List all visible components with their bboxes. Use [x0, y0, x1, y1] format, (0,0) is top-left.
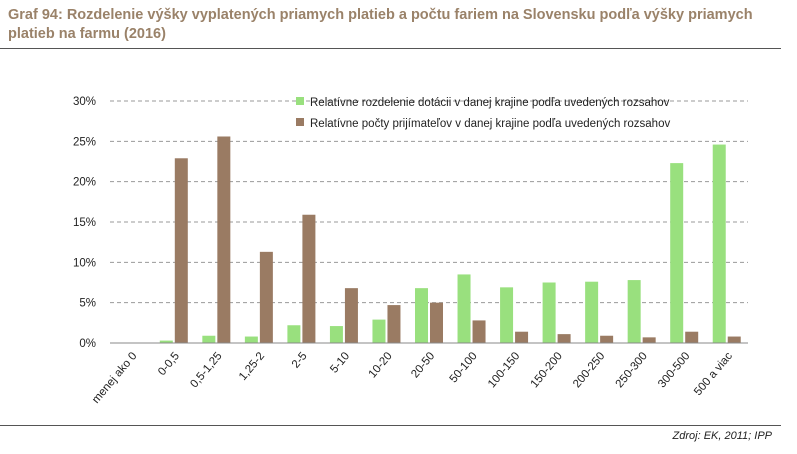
bar-series-2 [259, 251, 273, 343]
bar-series-1 [712, 144, 726, 343]
x-tick-label: 20-50 [409, 350, 437, 380]
bar-series-1 [372, 319, 386, 343]
x-tick-label: 250-300 [614, 350, 650, 390]
footer-rule [0, 425, 781, 426]
y-tick-label: 5% [79, 298, 96, 310]
bar-series-1 [670, 163, 684, 343]
x-tick-label: 0-0,5 [156, 350, 182, 378]
x-tick-label: 10-20 [367, 350, 395, 380]
y-tick-label: 10% [73, 257, 96, 269]
bar-series-2 [217, 136, 231, 343]
y-axis-ticks: 0% 5% 10% 15% 20% 25% 30% [73, 96, 96, 350]
bar-series-2 [344, 288, 358, 343]
x-tick-label: 1,25-2 [237, 350, 267, 383]
bar-series-1 [244, 336, 258, 343]
x-tick-label: 5-10 [328, 350, 352, 375]
bar-series-1 [585, 281, 599, 343]
bar-series-2 [557, 334, 571, 343]
title-rule [0, 48, 781, 49]
bar-series-2 [387, 305, 401, 343]
bar-series-1 [329, 326, 343, 343]
x-tick-label: 2-5 [290, 350, 310, 370]
bar-series-2 [472, 320, 486, 343]
x-tick-label: 0,5-1,25 [188, 350, 224, 390]
y-tick-label: 25% [73, 136, 96, 148]
bar-series-2 [727, 336, 741, 343]
legend-label: Relatívne počty prijímateľov v danej kra… [310, 118, 670, 130]
bar-series-1 [457, 274, 471, 343]
source-note: Zdroj: EK, 2011; IPP [672, 430, 772, 442]
legend-label: Relatívne rozdelenie dotácii v danej kra… [310, 97, 670, 109]
x-axis-labels: menej ako 0 0-0,5 0,5-1,25 1,25-2 2-5 5-10 10-… [90, 350, 735, 406]
bar-series-1 [627, 280, 641, 343]
x-tick-label: 50-100 [448, 350, 480, 385]
bar-series-1 [415, 288, 428, 343]
y-tick-label: 15% [73, 217, 96, 229]
gridlines [110, 100, 748, 304]
x-tick-label: 200-250 [571, 350, 607, 390]
bar-series-2 [600, 335, 614, 343]
bar-series-1 [500, 287, 514, 343]
x-tick-label: 150-200 [529, 350, 565, 390]
bar-series-2 [430, 302, 443, 343]
x-tick-label: menej ako 0 [90, 350, 139, 406]
bar-series-2 [685, 331, 699, 343]
bar-series-2 [642, 337, 656, 343]
y-tick-label: 0% [79, 338, 96, 350]
bar-series-1 [287, 325, 301, 343]
chart-title: Graf 94: Rozdelenie výšky vyplatených pr… [8, 7, 753, 42]
legend-swatch [296, 118, 304, 126]
bar-series-2 [174, 158, 188, 343]
legend-swatch [296, 97, 304, 105]
bar-series-2 [302, 214, 316, 343]
bar-series-1 [159, 340, 173, 343]
x-tick-label: 100-150 [486, 350, 522, 390]
bars [159, 136, 741, 343]
y-tick-label: 30% [73, 96, 96, 108]
bar-series-1 [542, 282, 556, 343]
x-tick-label: 300-500 [656, 350, 692, 390]
x-tick-label: 500 a viac [692, 350, 735, 398]
bar-series-1 [202, 335, 216, 343]
legend: Relatívne rozdelenie dotácii v danej kra… [296, 97, 670, 130]
bar-series-2 [515, 331, 529, 343]
y-tick-label: 20% [73, 177, 96, 189]
